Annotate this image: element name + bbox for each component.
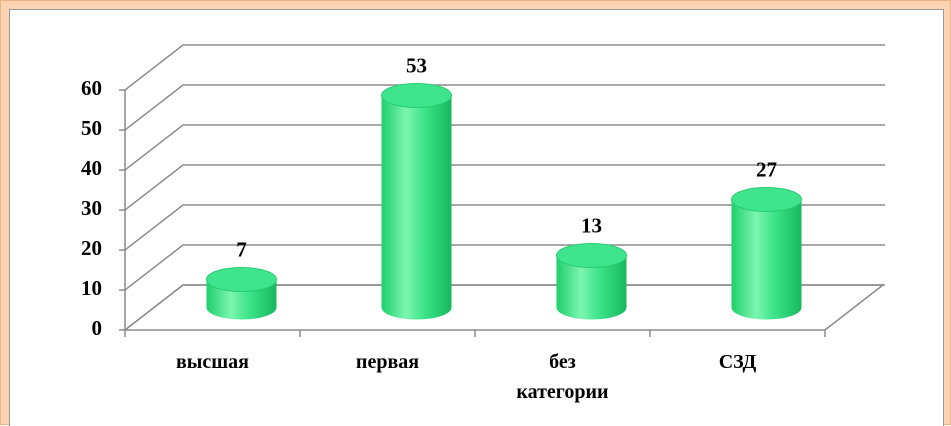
data-label: 53: [406, 53, 427, 77]
cylinder: [381, 83, 452, 320]
cylinder-body: [731, 199, 802, 320]
x-tick-label: без категории: [516, 351, 609, 403]
cylinder: [731, 187, 802, 320]
y-tick-label: 40: [81, 156, 102, 180]
grid-line: [124, 124, 885, 171]
cylinder: [206, 267, 277, 320]
cylinder-top: [556, 243, 627, 268]
data-label: 13: [581, 213, 602, 237]
x-tick-label: высшая: [176, 351, 249, 373]
x-tick-label: первая: [355, 351, 420, 373]
grid-line: [124, 244, 885, 291]
data-label: 27: [756, 157, 777, 181]
data-label: 7: [236, 237, 247, 261]
y-tick-label: 20: [81, 236, 102, 260]
cylinder: [556, 243, 627, 320]
grid-line: [124, 44, 885, 91]
grid-line: [124, 164, 885, 211]
cylinder-body: [381, 95, 452, 320]
cylinder-top: [206, 267, 277, 292]
grid-line: [124, 284, 885, 331]
y-tick-label: 0: [92, 316, 103, 340]
grid-line: [124, 84, 885, 131]
cylinder-top: [381, 83, 452, 108]
y-tick-label: 60: [81, 76, 102, 100]
y-tick-label: 10: [81, 276, 102, 300]
grid-line: [124, 204, 885, 251]
x-tick-label: СЗД: [718, 351, 757, 373]
y-tick-label: 30: [81, 196, 102, 220]
y-tick-label: 50: [81, 116, 102, 140]
cylinder-top: [731, 187, 802, 212]
cylinder-body: [556, 255, 627, 320]
